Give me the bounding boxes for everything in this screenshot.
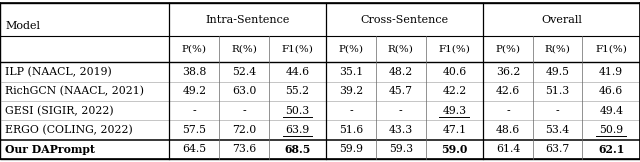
Text: 48.6: 48.6	[496, 125, 520, 135]
Text: 41.9: 41.9	[599, 67, 623, 77]
Text: P(%): P(%)	[339, 45, 364, 54]
Text: GESI (SIGIR, 2022): GESI (SIGIR, 2022)	[5, 105, 114, 116]
Text: -: -	[242, 106, 246, 116]
Text: 51.3: 51.3	[545, 86, 570, 96]
Text: Overall: Overall	[541, 15, 582, 24]
Text: Intra-Sentence: Intra-Sentence	[205, 15, 290, 24]
Text: 73.6: 73.6	[232, 144, 256, 154]
Text: 49.2: 49.2	[182, 86, 206, 96]
Text: R(%): R(%)	[231, 45, 257, 54]
Text: 59.0: 59.0	[441, 144, 468, 155]
Text: 36.2: 36.2	[496, 67, 520, 77]
Text: 47.1: 47.1	[442, 125, 467, 135]
Text: 63.7: 63.7	[545, 144, 570, 154]
Text: 42.6: 42.6	[496, 86, 520, 96]
Text: 55.2: 55.2	[285, 86, 310, 96]
Text: 50.3: 50.3	[285, 106, 310, 116]
Text: R(%): R(%)	[388, 45, 413, 54]
Text: 72.0: 72.0	[232, 125, 256, 135]
Text: 43.3: 43.3	[388, 125, 413, 135]
Text: 53.4: 53.4	[545, 125, 570, 135]
Text: ILP (NAACL, 2019): ILP (NAACL, 2019)	[5, 67, 112, 77]
Text: 63.9: 63.9	[285, 125, 310, 135]
Text: F1(%): F1(%)	[282, 45, 314, 54]
Text: R(%): R(%)	[545, 45, 571, 54]
Text: -: -	[193, 106, 196, 116]
Text: 57.5: 57.5	[182, 125, 206, 135]
Text: -: -	[349, 106, 353, 116]
Text: -: -	[506, 106, 510, 116]
Text: 46.6: 46.6	[599, 86, 623, 96]
Text: 49.3: 49.3	[442, 106, 467, 116]
Text: 61.4: 61.4	[496, 144, 520, 154]
Text: 51.6: 51.6	[339, 125, 364, 135]
Text: P(%): P(%)	[495, 45, 520, 54]
Text: 39.2: 39.2	[339, 86, 364, 96]
Text: Cross-Sentence: Cross-Sentence	[361, 15, 449, 24]
Text: 59.3: 59.3	[388, 144, 413, 154]
Text: 45.7: 45.7	[388, 86, 413, 96]
Text: 68.5: 68.5	[284, 144, 311, 155]
Text: 49.4: 49.4	[599, 106, 623, 116]
Text: Model: Model	[5, 21, 40, 31]
Text: RichGCN (NAACL, 2021): RichGCN (NAACL, 2021)	[5, 86, 144, 97]
Text: 40.6: 40.6	[442, 67, 467, 77]
Text: 42.2: 42.2	[442, 86, 467, 96]
Text: F1(%): F1(%)	[438, 45, 470, 54]
Text: 50.9: 50.9	[599, 125, 623, 135]
Text: 64.5: 64.5	[182, 144, 206, 154]
Text: 48.2: 48.2	[388, 67, 413, 77]
Text: 49.5: 49.5	[546, 67, 570, 77]
Text: Our DAPrompt: Our DAPrompt	[5, 144, 95, 155]
Text: 35.1: 35.1	[339, 67, 364, 77]
Text: 62.1: 62.1	[598, 144, 625, 155]
Text: 59.9: 59.9	[339, 144, 363, 154]
Text: 52.4: 52.4	[232, 67, 256, 77]
Text: 63.0: 63.0	[232, 86, 256, 96]
Text: ERGO (COLING, 2022): ERGO (COLING, 2022)	[5, 125, 133, 135]
Text: F1(%): F1(%)	[595, 45, 627, 54]
Text: 44.6: 44.6	[285, 67, 310, 77]
Text: -: -	[556, 106, 559, 116]
Text: -: -	[399, 106, 403, 116]
Text: P(%): P(%)	[182, 45, 207, 54]
Text: 38.8: 38.8	[182, 67, 207, 77]
